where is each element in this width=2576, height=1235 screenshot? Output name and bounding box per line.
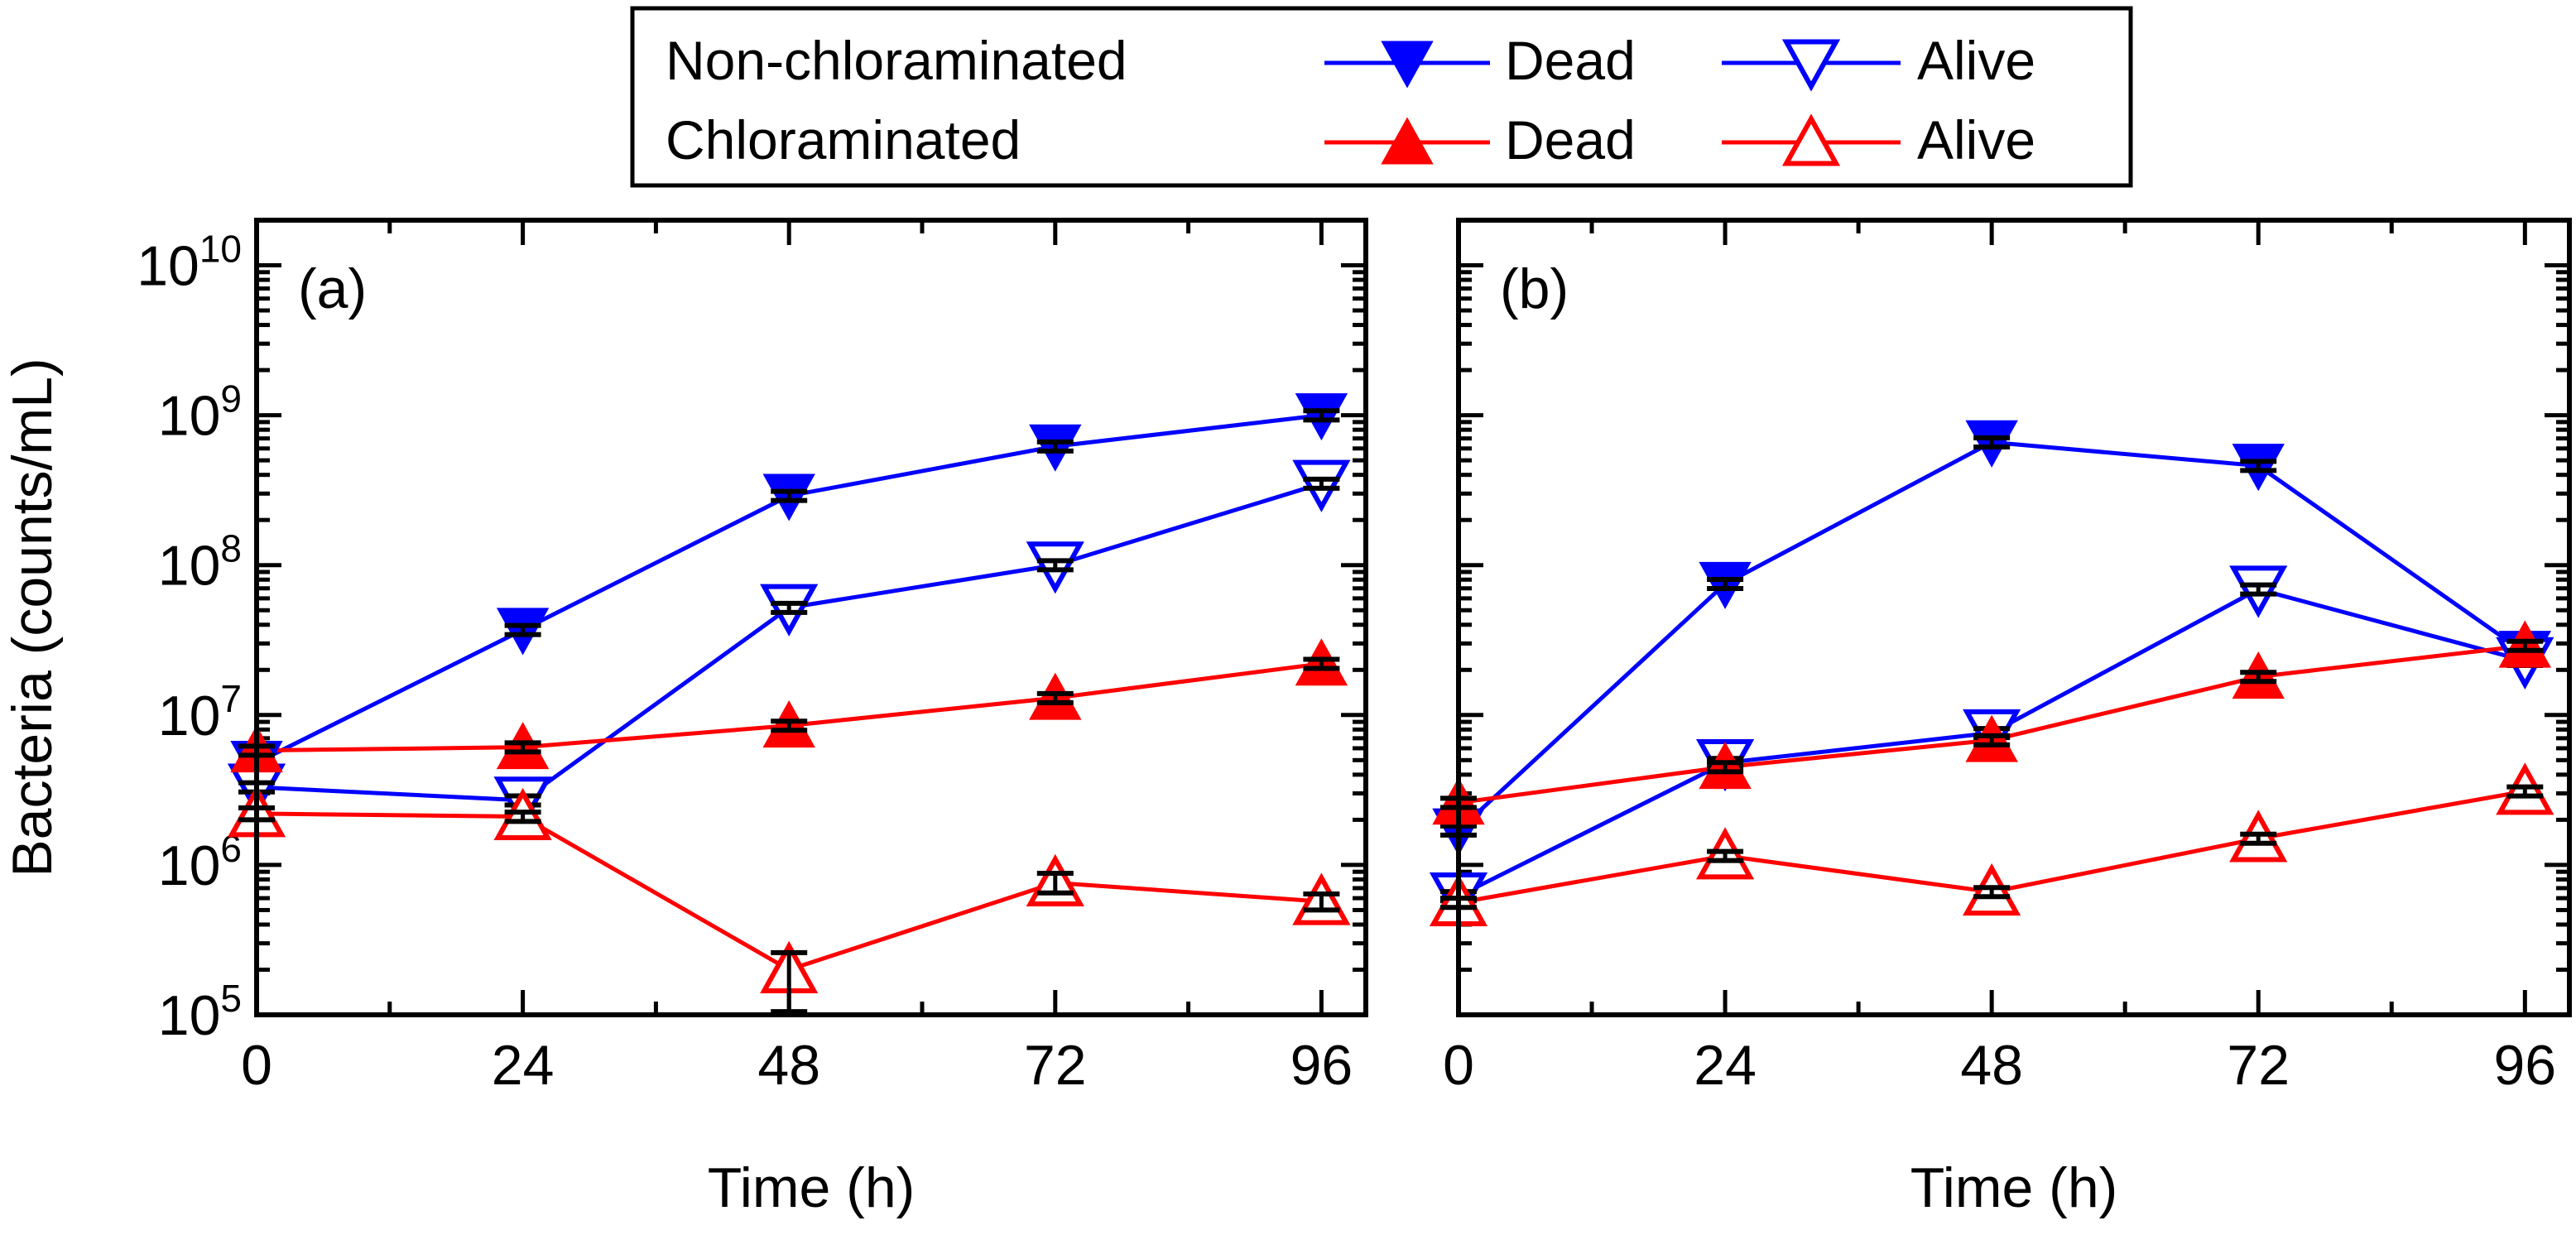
- panel-label: (b): [1500, 257, 1569, 320]
- x-axis-label: Time (h): [708, 1156, 916, 1219]
- error-bar: [504, 622, 541, 637]
- error-bar: [1973, 733, 2011, 747]
- plot-frame: [1456, 218, 2572, 1017]
- error-bar: [771, 718, 808, 733]
- series-line: [1457, 440, 2526, 833]
- y-tick-label: 1010: [137, 228, 242, 298]
- error-bar: [1036, 690, 1074, 705]
- y-axis-label: Bacteria (counts/mL): [1, 358, 64, 877]
- x-axis-label: Time (h): [1910, 1156, 2118, 1219]
- error-bar: [2240, 459, 2277, 473]
- error-bar: [2506, 638, 2544, 653]
- error-bar: [504, 810, 541, 824]
- error-bar: [1973, 885, 2011, 900]
- x-tick-label: 48: [757, 1034, 820, 1097]
- legend-group-chloraminated: Chloraminated: [666, 109, 1021, 171]
- panel-label: (a): [298, 257, 367, 320]
- error-bar: [1303, 408, 1340, 423]
- y-tick-label: 109: [158, 377, 242, 448]
- error-bar: [1707, 760, 1744, 775]
- panel-a: 0 24 48 72 96 105 106 107 108 109 1010 Time (h) (a): [137, 218, 1368, 1219]
- error-bar: [2240, 670, 2277, 685]
- error-bar: [2240, 831, 2277, 846]
- legend-entry-nc-dead: Dead: [1505, 30, 1636, 91]
- error-bar: [1303, 891, 1340, 913]
- panel-b: 0 24 48 72 96 Time (h) (b): [1429, 218, 2572, 1219]
- x-tick-label: 48: [1960, 1034, 2023, 1097]
- legend-marker: [1781, 113, 1841, 166]
- x-tick-label: 72: [2227, 1034, 2290, 1097]
- error-bar: [1303, 656, 1340, 671]
- x-tick-label: 24: [492, 1034, 555, 1097]
- x-tick-label: 96: [1290, 1034, 1353, 1097]
- error-bar: [1973, 435, 2011, 450]
- legend-marker: [1381, 41, 1434, 89]
- legend-entry-cl-dead: Dead: [1505, 109, 1636, 171]
- legend-marker: [1381, 117, 1434, 165]
- legend-box: [630, 6, 2133, 188]
- error-bar: [771, 488, 808, 503]
- plot-frame: [254, 218, 1368, 1017]
- y-tick-label: 106: [158, 827, 242, 897]
- legend-marker: [1781, 39, 1841, 92]
- error-bar: [1036, 439, 1074, 454]
- legend-group-non-chloraminated: Non-chloraminated: [666, 30, 1127, 91]
- y-tick-label: 107: [158, 677, 242, 747]
- error-bar: [771, 949, 808, 1015]
- legend-entry-cl-alive: Alive: [1917, 109, 2035, 171]
- error-bar: [1303, 476, 1340, 491]
- x-tick-label: 72: [1024, 1034, 1087, 1097]
- x-tick-label: 0: [241, 1034, 272, 1097]
- y-tick-label: 108: [158, 527, 242, 598]
- error-bar: [1707, 577, 1744, 592]
- x-tick-label: 0: [1443, 1034, 1474, 1097]
- x-tick-label: 96: [2493, 1034, 2556, 1097]
- error-bar: [1036, 558, 1074, 573]
- x-tick-label: 24: [1694, 1034, 1757, 1097]
- error-bar: [771, 600, 808, 615]
- legend-entry-nc-alive: Alive: [1917, 30, 2035, 91]
- error-bar: [2506, 784, 2544, 799]
- error-bar: [1707, 848, 1744, 863]
- y-tick-label: 105: [158, 977, 242, 1047]
- legend: Non-chloraminated Chloraminated Dead Ali…: [630, 6, 2133, 188]
- error-bar: [504, 740, 541, 755]
- error-bar: [1036, 870, 1074, 896]
- error-bar: [2240, 582, 2277, 597]
- series-line: [256, 481, 1323, 803]
